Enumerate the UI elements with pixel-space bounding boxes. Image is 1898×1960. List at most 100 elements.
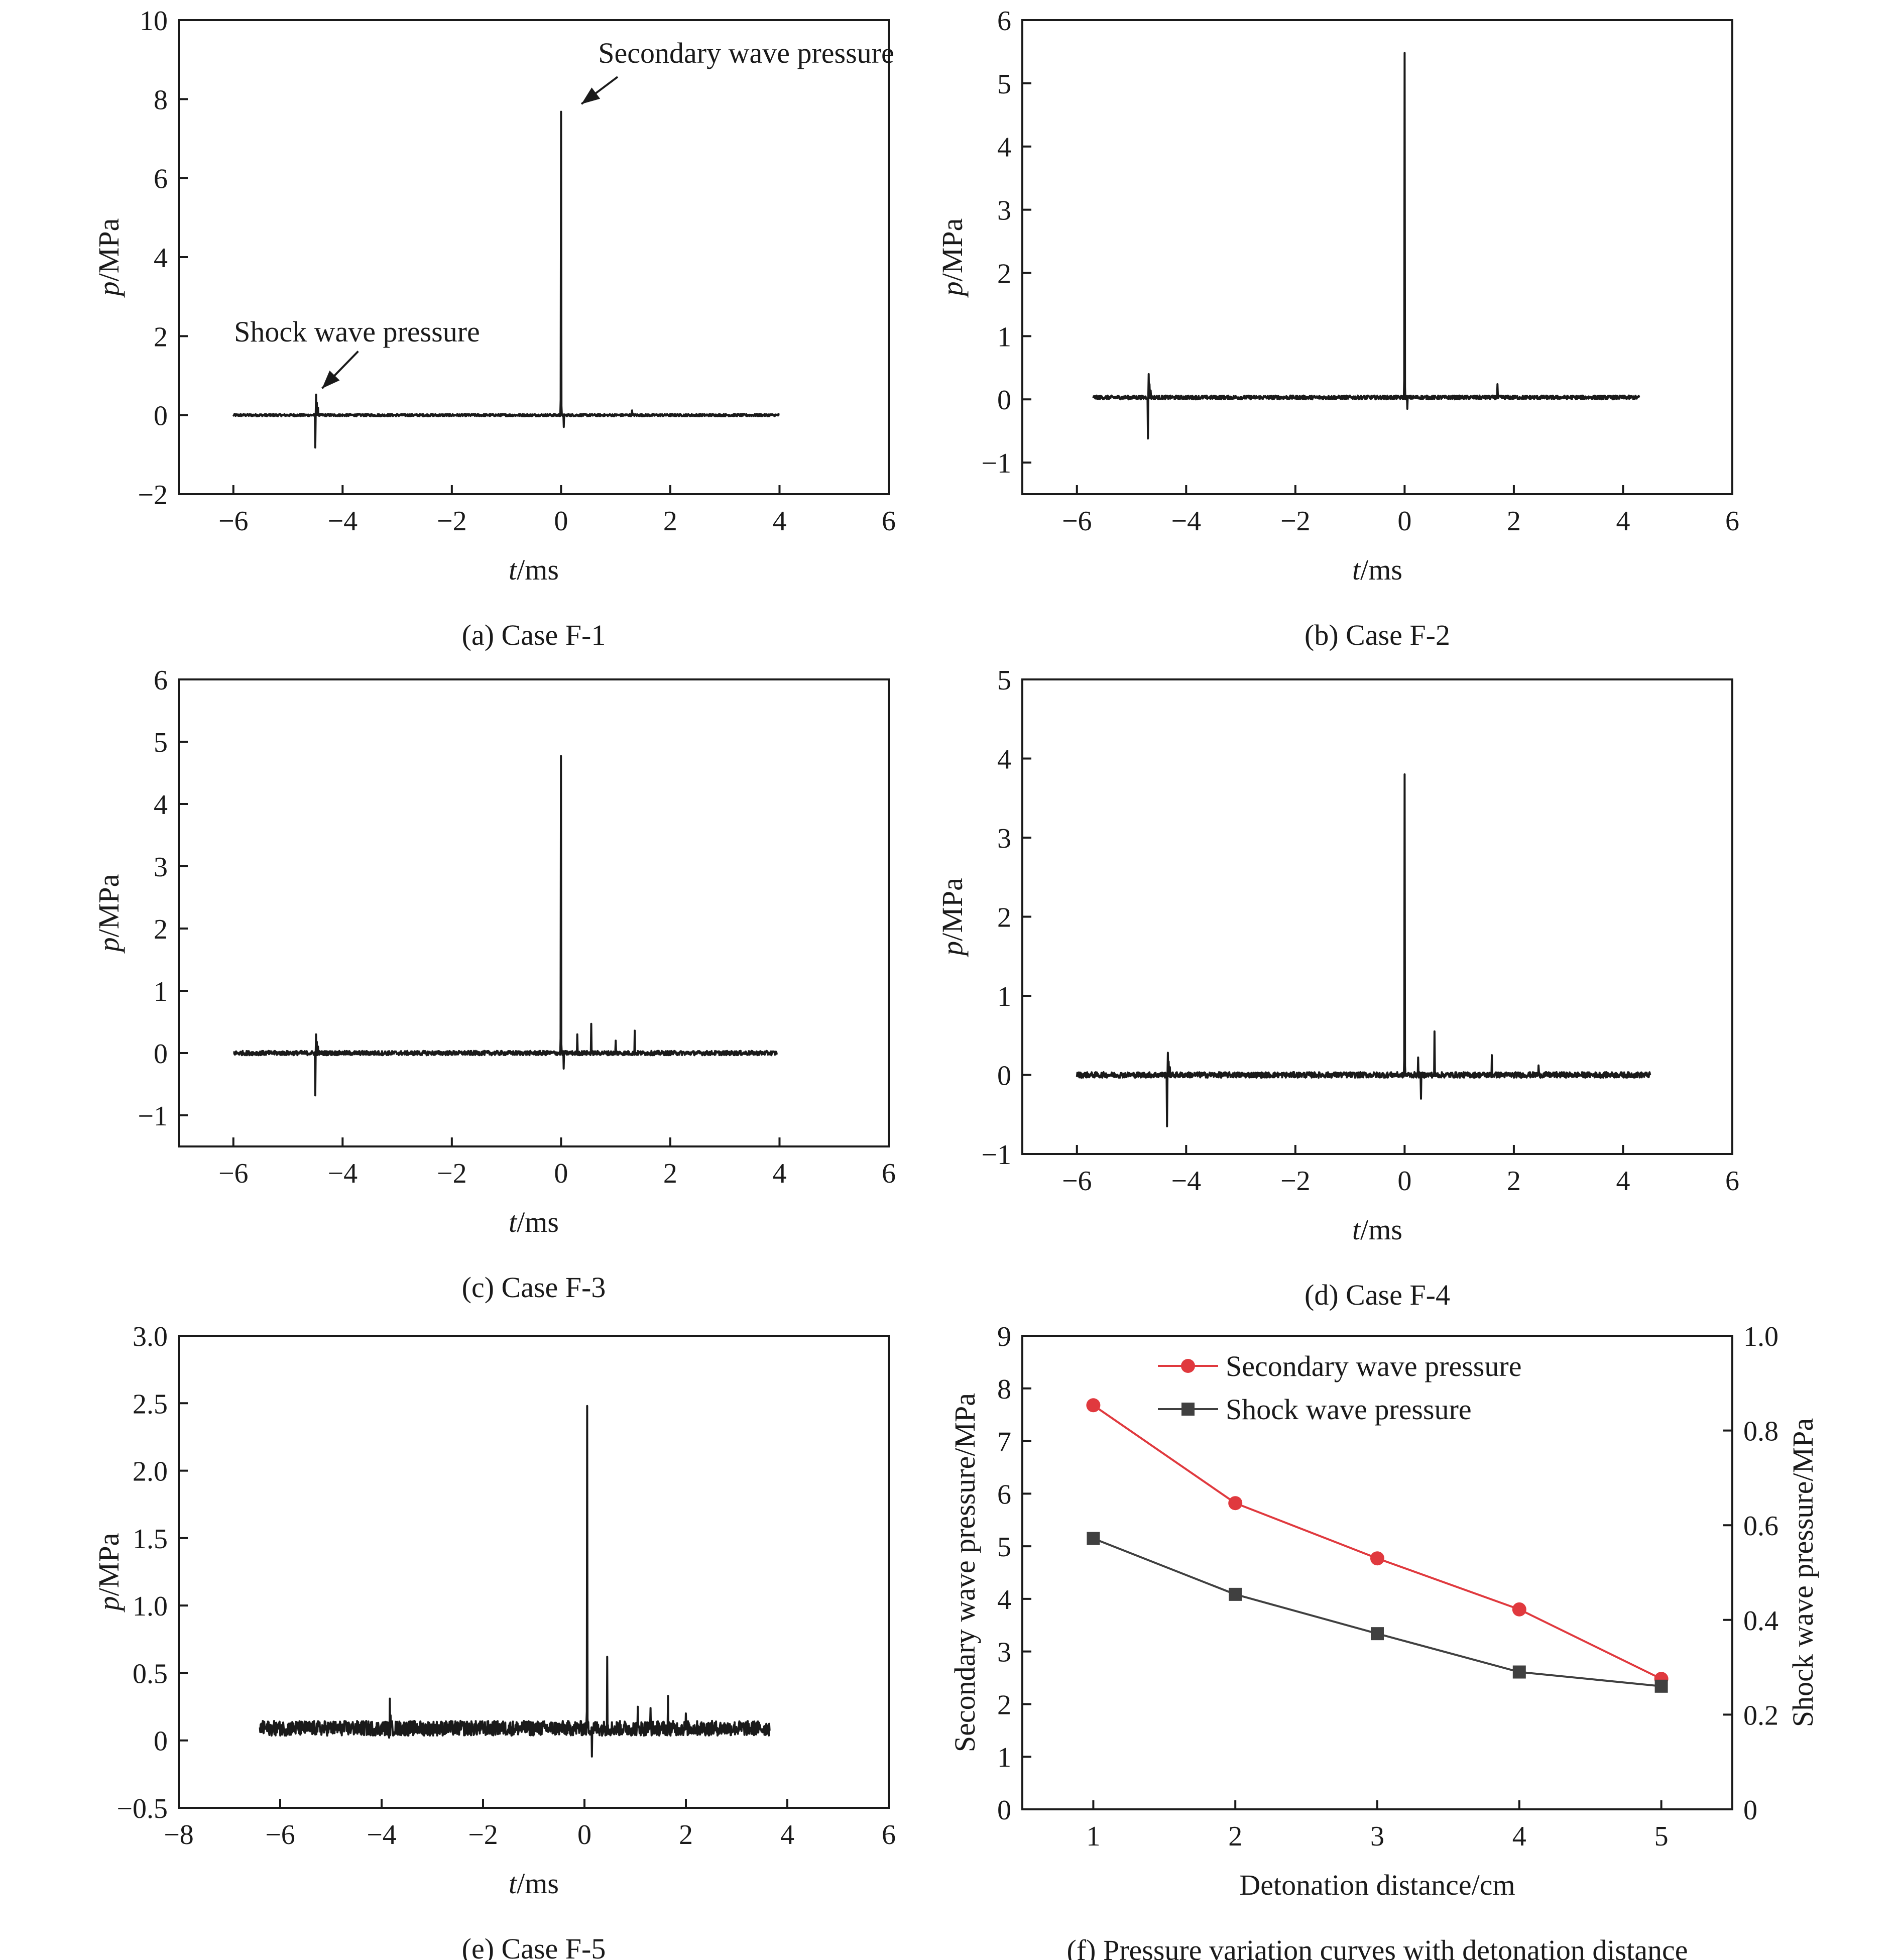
legend-marker: [1181, 1359, 1195, 1373]
y-tick-label: 6: [997, 6, 1011, 37]
y-tick-label: 1.0: [133, 1591, 168, 1622]
y-tick-label: 8: [997, 1374, 1011, 1405]
x-tick-label: −2: [1280, 506, 1311, 537]
x-tick-label: 6: [1725, 506, 1739, 537]
y-tick-label: 6: [154, 164, 168, 195]
data-point-secondary: [1228, 1496, 1243, 1511]
legend-label: Shock wave pressure: [1226, 1393, 1472, 1426]
x-tick-label: 4: [772, 506, 786, 537]
x-tick-label: 6: [1725, 1166, 1739, 1197]
caption-a: (a) Case F-1: [462, 619, 606, 651]
arrow-head: [322, 370, 340, 389]
pressure-trace: [1076, 773, 1651, 1127]
x-tick-label: −6: [1062, 506, 1092, 537]
y-tick-label: 1: [154, 976, 168, 1007]
y-axis-label: Secondary wave pressure/MPa: [948, 1393, 981, 1752]
data-point-shock: [1087, 1532, 1100, 1545]
y-axis-label: p/MPa: [92, 874, 125, 954]
arrow-head: [581, 87, 601, 104]
caption-f: (f) Pressure variation curves with deton…: [1067, 1934, 1688, 1960]
x-tick-label: −8: [164, 1819, 194, 1851]
x-tick-label: 0: [1397, 1166, 1411, 1197]
y-tick-label: 0: [997, 1795, 1011, 1826]
y-tick-label: 5: [997, 69, 1011, 100]
y-tick-label: 6: [154, 665, 168, 696]
y-right-tick-label: 0.8: [1743, 1416, 1778, 1447]
caption-d: (d) Case F-4: [1304, 1279, 1450, 1311]
x-tick-label: 4: [1512, 1821, 1526, 1852]
pressure-trace: [1092, 52, 1640, 440]
y-right-tick-label: 0.6: [1743, 1511, 1778, 1542]
y-right-tick-label: 0: [1743, 1795, 1757, 1826]
x-tick-label: −4: [328, 1158, 358, 1189]
y-tick-label: 0: [997, 385, 1011, 416]
y-tick-label: 10: [140, 6, 168, 37]
y-tick-label: 0: [997, 1061, 1011, 1092]
y-tick-label: 5: [154, 727, 168, 758]
y-right-tick-label: 0.2: [1743, 1700, 1778, 1731]
y-tick-label: 2.0: [133, 1456, 168, 1487]
y-tick-label: 2.5: [133, 1389, 168, 1420]
data-point-secondary: [1086, 1398, 1101, 1413]
y-tick-label: 0: [154, 401, 168, 432]
y-tick-label: 6: [997, 1479, 1011, 1510]
x-tick-label: 2: [663, 1158, 677, 1189]
chart-f: 1 2 3 4 5 0 1 2 3 4 5 6 7 8 9 (f) Pressure variation cu…: [948, 1321, 1819, 1960]
x-tick-label: 1: [1086, 1821, 1100, 1852]
plot-frame: [178, 678, 890, 1147]
y-tick-label: −1: [981, 448, 1011, 479]
data-point-secondary: [1512, 1602, 1526, 1617]
y-right-tick-label: 1.0: [1743, 1321, 1778, 1352]
y-right-axis-label: Shock wave pressure/MPa: [1787, 1418, 1819, 1727]
x-tick-label: 4: [1616, 506, 1630, 537]
x-tick-label: 0: [554, 506, 568, 537]
y-tick-label: −1: [981, 1139, 1011, 1171]
x-tick-label: 5: [1654, 1821, 1669, 1852]
x-tick-label: 2: [1507, 506, 1521, 537]
y-tick-label: 4: [154, 243, 168, 274]
x-tick-label: 6: [882, 1819, 896, 1851]
y-tick-label: −1: [138, 1101, 168, 1132]
y-axis-label: p/MPa: [936, 218, 969, 298]
y-tick-label: 5: [997, 665, 1011, 696]
x-tick-label: −6: [1062, 1166, 1092, 1197]
y-tick-label: 4: [997, 744, 1011, 775]
x-tick-label: 4: [772, 1158, 786, 1189]
y-tick-label: 1: [997, 981, 1011, 1012]
x-tick-label: −4: [1171, 506, 1202, 537]
y-tick-label: 2: [997, 902, 1011, 934]
y-tick-label: 1: [997, 321, 1011, 353]
x-axis-label: t/ms: [1352, 1213, 1402, 1246]
x-tick-label: −4: [1171, 1166, 1202, 1197]
caption-e: (e) Case F-5: [462, 1932, 606, 1960]
legend-marker: [1181, 1403, 1195, 1416]
x-tick-label: −2: [1280, 1166, 1311, 1197]
caption-c: (c) Case F-3: [462, 1271, 606, 1304]
y-tick-label: 2: [997, 1689, 1011, 1720]
annotation-label: Secondary wave pressure: [598, 37, 894, 69]
y-tick-label: 2: [997, 258, 1011, 289]
x-axis-label: t/ms: [509, 553, 559, 586]
y-axis-label: p/MPa: [92, 218, 125, 298]
x-tick-label: 6: [882, 506, 896, 537]
y-tick-label: 7: [997, 1427, 1011, 1458]
data-point-secondary: [1370, 1551, 1384, 1566]
x-tick-label: 0: [577, 1819, 591, 1851]
x-tick-label: 6: [882, 1158, 896, 1189]
pressure-trace: [232, 110, 780, 449]
x-tick-label: 2: [663, 506, 677, 537]
plot-frame: [1021, 19, 1733, 495]
plot-frame: [1021, 678, 1733, 1155]
y-tick-label: 5: [997, 1532, 1011, 1563]
y-tick-label: 4: [997, 132, 1011, 163]
y-tick-label: 2: [154, 321, 168, 353]
x-axis-label: t/ms: [1352, 553, 1402, 586]
x-tick-label: 4: [780, 1819, 794, 1851]
y-tick-label: −0.5: [116, 1793, 168, 1824]
x-axis-label: Detonation distance/cm: [1239, 1869, 1515, 1901]
x-tick-label: 2: [679, 1819, 693, 1851]
y-tick-label: 1: [997, 1742, 1011, 1773]
y-tick-label: 3: [997, 823, 1011, 854]
x-axis-label: t/ms: [509, 1867, 559, 1900]
